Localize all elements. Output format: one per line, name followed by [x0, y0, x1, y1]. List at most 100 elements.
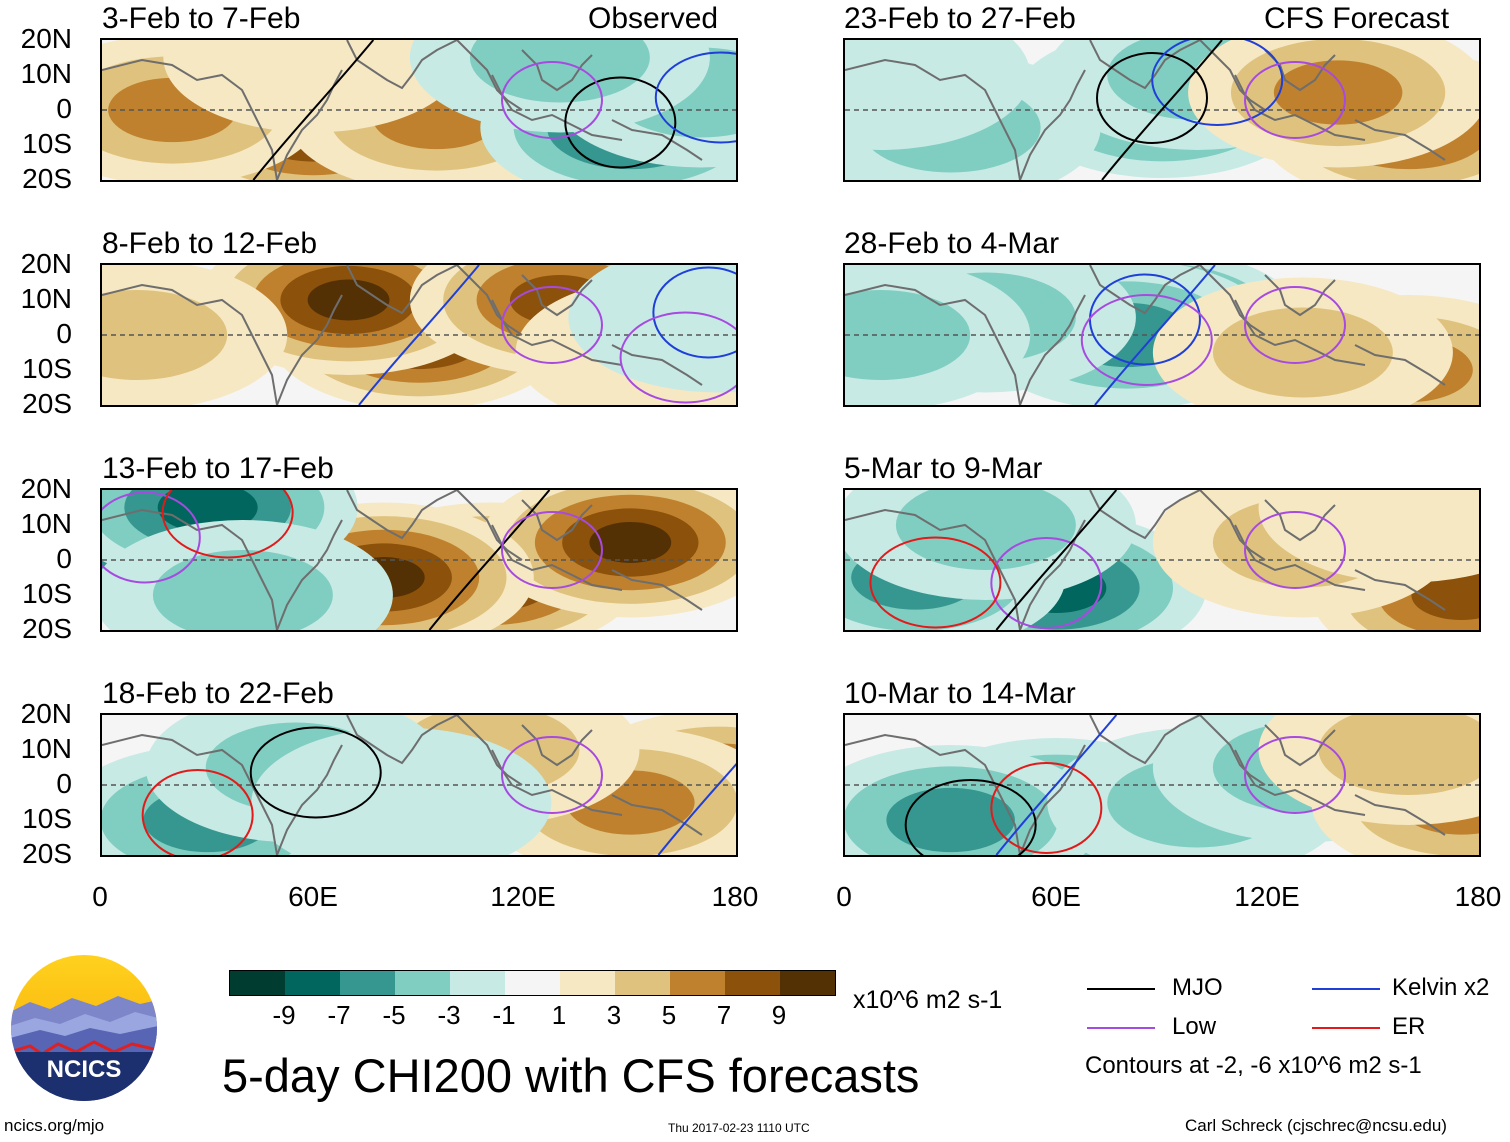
legend-line-low — [1087, 1027, 1155, 1029]
x-tick-left-120e: 120E — [490, 881, 556, 912]
ncics-logo: NCICS — [10, 954, 158, 1102]
wave-contour-0 — [1096, 52, 1208, 144]
coastline-0 — [102, 508, 278, 630]
coastline-0 — [845, 733, 1021, 855]
panel-title-p4: 18-Feb to 22-Feb — [102, 677, 334, 710]
coastline-6 — [1354, 344, 1446, 386]
coastline-6 — [611, 794, 703, 836]
panel-title-p2: 8-Feb to 12-Feb — [102, 227, 318, 260]
coastline-4 — [1234, 524, 1366, 591]
units-label: x10^6 m2 s-1 — [853, 986, 1003, 1014]
legend-label-low: Low — [1172, 1013, 1217, 1040]
panel-p7 — [843, 488, 1481, 632]
coastline-3 — [1199, 265, 1266, 336]
wave-contour-line — [657, 762, 736, 855]
y-tick-row2-1: 10N — [20, 508, 72, 539]
y-tick-row1-4: 20S — [22, 388, 72, 419]
wave-contour-0 — [990, 537, 1103, 629]
y-tick-row3-4: 20S — [22, 838, 72, 869]
coastline-6 — [1354, 119, 1446, 161]
coastline-0 — [845, 283, 1021, 405]
map-p3 — [102, 490, 736, 630]
coastline-6 — [611, 344, 703, 386]
anomaly-p8-1-3 — [886, 787, 1015, 853]
contours-note: Contours at -2, -6 x10^6 m2 s-1 — [1085, 1052, 1422, 1079]
coastline-5 — [1264, 724, 1336, 767]
legend-line-mjo — [1087, 988, 1155, 990]
anomaly-p1-6-2 — [469, 40, 650, 103]
coastline-5 — [521, 724, 593, 767]
logo-text: NCICS — [47, 1056, 122, 1083]
colorbar-swatch-5 — [505, 971, 560, 995]
x-tick-left-180: 180 — [711, 881, 759, 912]
coastline-4 — [491, 74, 623, 141]
coastline-1 — [1019, 294, 1086, 405]
coastline-6 — [611, 119, 703, 161]
legend-label-kelvin: Kelvin x2 — [1392, 974, 1490, 1001]
coastline-4 — [491, 524, 623, 591]
wave-contour-0 — [990, 762, 1103, 854]
wave-contour-1 — [1151, 40, 1284, 126]
colorbar — [229, 970, 836, 996]
y-tick-row3-0: 20N — [20, 698, 72, 729]
y-tick-row1-0: 20N — [20, 248, 72, 279]
map-p5 — [845, 40, 1479, 180]
wave-contour-line — [428, 490, 551, 630]
coastline-2 — [1089, 715, 1201, 765]
colorbar-label-9: 9 — [771, 1000, 787, 1030]
panel-p6 — [843, 263, 1481, 407]
coastline-1 — [1019, 69, 1086, 180]
colorbar-label-6: 3 — [606, 1000, 622, 1030]
legend-line-kelvin — [1312, 988, 1380, 990]
legend-line-er — [1312, 1027, 1380, 1029]
coastline-2 — [346, 40, 458, 90]
map-p8 — [845, 715, 1479, 855]
colorbar-label-5: 1 — [551, 1000, 567, 1030]
colorbar-label-0: -9 — [272, 1000, 296, 1030]
coastline-1 — [276, 294, 343, 405]
coastline-4 — [491, 299, 623, 366]
footer-credit: Carl Schreck (cjschrec@ncsu.edu) — [1185, 1116, 1447, 1135]
colorbar-swatch-10 — [780, 971, 835, 995]
map-p4 — [102, 715, 736, 855]
coastline-5 — [521, 274, 593, 317]
coastline-4 — [1234, 74, 1366, 141]
x-tick-left-0: 0 — [92, 881, 108, 912]
wave-contour-0 — [141, 769, 254, 855]
anomaly-p2-1-5 — [307, 279, 390, 321]
coastline-5 — [1264, 499, 1336, 542]
low-contour — [501, 61, 603, 139]
coastline-4 — [491, 749, 623, 816]
anomaly-p2-3-2 — [102, 290, 228, 380]
x-tick-right-0: 0 — [836, 881, 852, 912]
wave-contour-1 — [249, 726, 382, 819]
coastline-0 — [845, 508, 1021, 630]
wave-contour-1 — [161, 490, 294, 559]
colorbar-swatch-6 — [560, 971, 615, 995]
y-tick-row0-1: 10N — [20, 58, 72, 89]
y-tick-row1-2: 0 — [56, 318, 72, 349]
panel-p5 — [843, 38, 1481, 182]
x-tick-left-60e: 60E — [288, 881, 338, 912]
anomaly-p6-3-2 — [845, 290, 971, 380]
wave-contour-line — [1094, 265, 1216, 405]
anomaly-p5-3-3 — [1273, 60, 1403, 125]
colorbar-label-2: -5 — [382, 1000, 406, 1030]
coastline-3 — [1199, 715, 1266, 786]
colorbar-swatch-4 — [450, 971, 505, 995]
x-tick-right-180: 180 — [1454, 881, 1502, 912]
low-contour — [501, 736, 603, 814]
anomaly-p6-5-2 — [1212, 307, 1393, 398]
panel-p4 — [100, 713, 738, 857]
legend-label-mjo: MJO — [1172, 974, 1223, 1001]
y-tick-row3-1: 10N — [20, 733, 72, 764]
wave-contour-0 — [564, 76, 677, 169]
coastline-2 — [1089, 40, 1201, 90]
colorbar-label-7: 5 — [661, 1000, 677, 1030]
x-tick-right-60e: 60E — [1031, 881, 1081, 912]
panel-p8 — [843, 713, 1481, 857]
panel-p3 — [100, 488, 738, 632]
y-tick-row0-0: 20N — [20, 23, 72, 54]
low-contour — [1244, 61, 1346, 139]
colorbar-label-4: -1 — [492, 1000, 516, 1030]
